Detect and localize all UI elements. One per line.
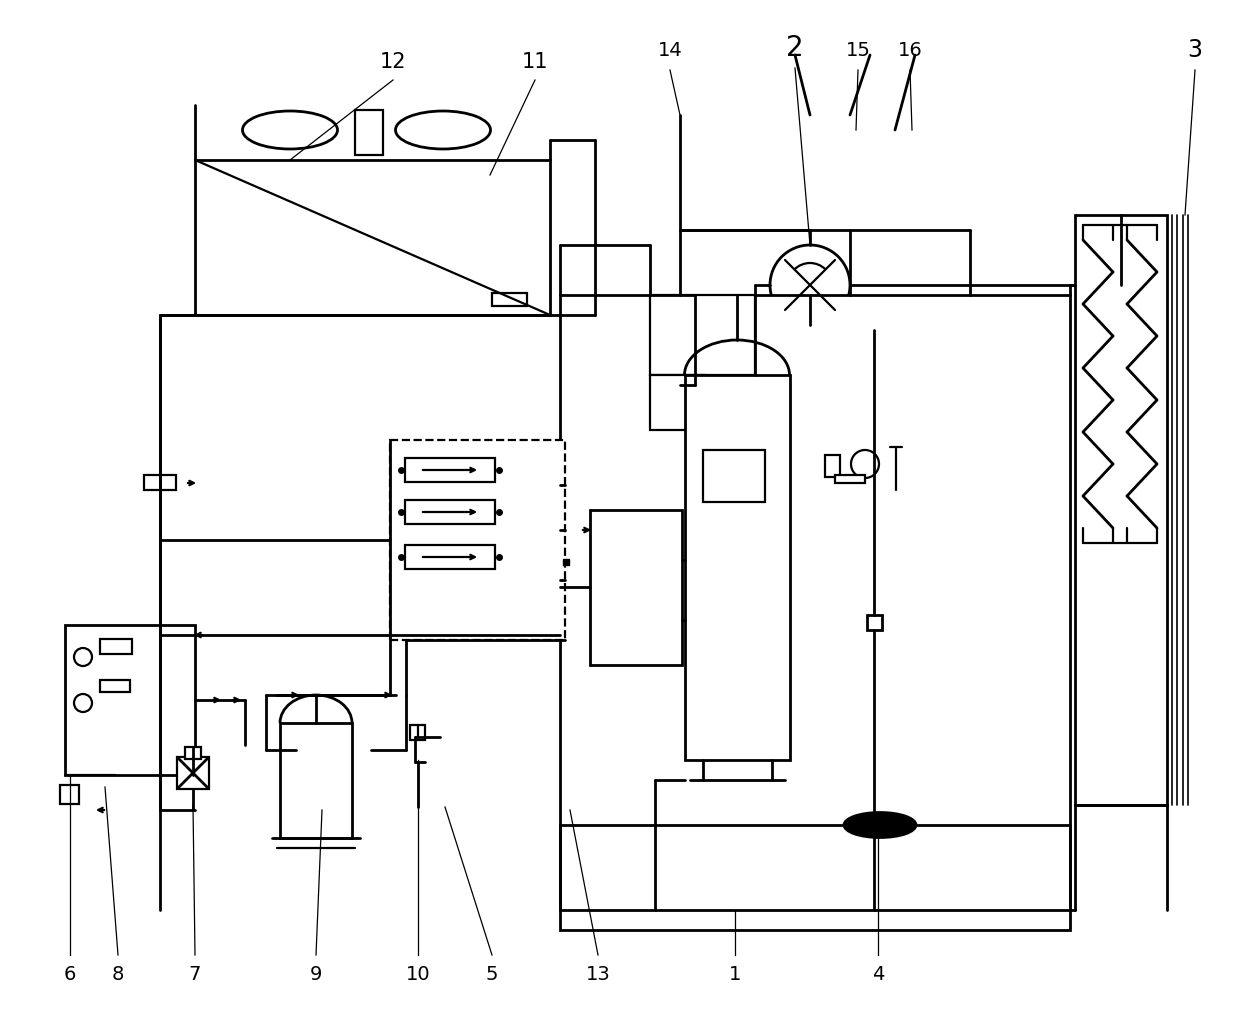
Bar xyxy=(100,680,130,692)
Bar xyxy=(590,510,682,665)
Bar xyxy=(355,109,383,155)
Bar xyxy=(177,757,210,789)
Bar xyxy=(185,747,201,759)
Bar xyxy=(684,375,790,760)
Text: 3: 3 xyxy=(1188,38,1203,62)
Text: 4: 4 xyxy=(872,966,884,984)
Bar xyxy=(650,295,755,375)
Bar xyxy=(405,500,495,524)
Text: 1: 1 xyxy=(729,966,742,984)
Bar xyxy=(410,725,425,740)
Bar xyxy=(835,475,866,483)
Bar xyxy=(825,455,839,477)
Text: 16: 16 xyxy=(898,40,923,60)
Bar xyxy=(391,440,565,640)
Bar xyxy=(650,375,706,430)
Text: 5: 5 xyxy=(486,966,498,984)
Text: 8: 8 xyxy=(112,966,124,984)
Bar xyxy=(405,545,495,569)
Bar xyxy=(492,293,527,306)
Bar xyxy=(405,458,495,482)
Bar xyxy=(560,295,1070,930)
Bar xyxy=(60,785,79,804)
Bar xyxy=(195,160,551,315)
Bar xyxy=(703,450,765,502)
Bar xyxy=(144,475,176,490)
Bar xyxy=(64,625,195,775)
Bar xyxy=(867,615,882,630)
Ellipse shape xyxy=(844,813,916,838)
Text: 7: 7 xyxy=(188,966,201,984)
Bar xyxy=(1075,215,1167,805)
Bar xyxy=(280,723,352,838)
Text: 12: 12 xyxy=(379,52,407,72)
Bar xyxy=(100,639,131,654)
Text: 9: 9 xyxy=(310,966,322,984)
Text: 15: 15 xyxy=(846,40,870,60)
Text: 13: 13 xyxy=(585,966,610,984)
Text: 10: 10 xyxy=(405,966,430,984)
Text: 11: 11 xyxy=(522,52,548,72)
Text: 6: 6 xyxy=(63,966,76,984)
Text: 14: 14 xyxy=(657,40,682,60)
Text: 2: 2 xyxy=(786,34,804,62)
